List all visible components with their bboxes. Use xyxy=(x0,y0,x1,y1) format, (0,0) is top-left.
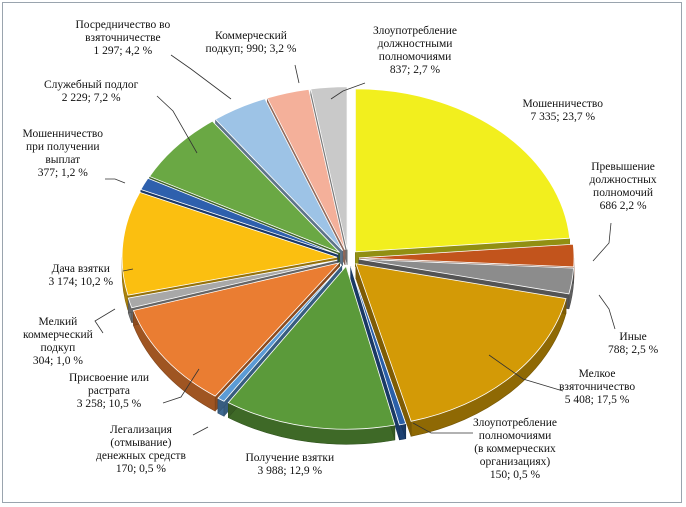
slice-label-12: Посредничество во взяточничестве 1 297; 4,… xyxy=(76,19,171,58)
leader-line-11 xyxy=(156,95,198,154)
slice-label-line: 150; 0,5 % xyxy=(489,468,541,481)
slice-label-line: Посредничество во xyxy=(75,18,171,31)
slice-label-line: (отмывание) xyxy=(110,437,172,449)
leader-line-4 xyxy=(412,422,473,434)
leader-line-12 xyxy=(170,54,232,100)
pie-slice-1 xyxy=(358,243,575,268)
slice-label-line: полномочиями xyxy=(478,429,552,442)
slice-label-line: Злоупотребление xyxy=(473,416,558,429)
pie-chart xyxy=(94,54,616,445)
slice-label-line: Коммерческий xyxy=(215,30,287,42)
slice-label-line: (в коммерческих xyxy=(474,442,556,455)
leader-line-13 xyxy=(294,64,300,84)
slice-label-line: полномочиями xyxy=(378,51,452,63)
leader-line-6 xyxy=(192,426,209,436)
slice-label-line: 5 408; 17,5 % xyxy=(564,393,630,406)
slice-label-line: коммерческий xyxy=(23,329,93,341)
slice-label-line: взяточничестве xyxy=(85,31,161,44)
slice-label-line: Присвоение или xyxy=(69,371,149,384)
slice-label-line: 170; 0,5 % xyxy=(115,463,167,475)
leader-line-1 xyxy=(592,222,612,262)
slice-label-line: 3 174; 10,2 % xyxy=(48,276,114,288)
slice-label-line: 2 229; 7,2 % xyxy=(61,92,121,104)
leader-line-9 xyxy=(122,268,134,272)
pie-slice-10 xyxy=(140,177,339,255)
slice-label-0: Мошенничество 7 335; 23,7 % xyxy=(523,98,604,124)
pie-slice-14 xyxy=(310,86,348,250)
leader-line-10 xyxy=(105,178,126,184)
pie-slice-5 xyxy=(227,265,396,430)
slice-label-line: 1 297; 4,2 % xyxy=(93,44,153,57)
slice-label-line: 686 2,2 % xyxy=(599,200,647,212)
slice-label-line: подкуп; 990; 3,2 % xyxy=(205,43,297,55)
chart-frame: Мошенничество 7 335; 23,7 % Превышение долж… xyxy=(2,2,682,503)
slice-label-line: Легализация xyxy=(110,424,172,436)
slice-label-8: Мелкий коммерческий подкуп 304; 1,0 % xyxy=(23,316,93,368)
slice-label-line: должностных xyxy=(589,174,657,186)
slice-label-3: Мелкое взяточничество 5 408; 17,5 % xyxy=(559,368,635,407)
slice-label-1: Превышение должностных полномочий 686 2,2 % xyxy=(590,161,657,213)
slice-label-line: подкуп xyxy=(40,342,76,354)
pie-slice-11 xyxy=(148,120,340,253)
slice-label-line: 7 335; 23,7 % xyxy=(530,111,596,123)
slice-label-line: 837; 2,7 % xyxy=(389,64,441,76)
slice-label-11: Служебный подлог 2 229; 7,2 % xyxy=(44,79,138,105)
pie-slice-4 xyxy=(350,265,407,426)
slice-label-line: растрата xyxy=(88,384,130,397)
leader-line-14 xyxy=(330,82,366,100)
slice-label-line: Дача взятки xyxy=(51,263,110,275)
leader-line-3 xyxy=(488,354,564,392)
slice-label-line: взяточничество xyxy=(559,380,636,393)
slice-label-line: денежных средств xyxy=(96,450,186,462)
pie-slice-9 xyxy=(121,191,338,296)
pie-slice-2 xyxy=(358,258,574,295)
pie-slice-0 xyxy=(355,88,571,253)
leader-line-8 xyxy=(94,308,116,334)
slice-label-line: 3 988; 12,9 % xyxy=(257,465,323,477)
slice-label-line: Мелкий xyxy=(38,316,78,328)
slice-label-13: Коммерческий подкуп; 990; 3,2 % xyxy=(206,30,297,56)
slice-label-line: должностными xyxy=(377,38,453,50)
pie-slice-7 xyxy=(132,262,341,397)
pie-slice-12 xyxy=(214,98,344,251)
slice-label-line: Получение взятки xyxy=(245,452,335,464)
slice-label-line: Превышение xyxy=(591,161,655,173)
slice-label-line: организациях) xyxy=(479,455,551,468)
slice-label-line: полномочий xyxy=(593,187,654,199)
slice-label-9: Дача взятки 3 174; 10,2 % xyxy=(49,263,114,289)
slice-label-line: при получении xyxy=(26,141,100,153)
slice-label-line: 377; 1,2 % xyxy=(37,167,88,179)
slice-label-6: Легализация (отмывание) денежных средств 17… xyxy=(96,424,186,476)
slice-label-2: Иные 788; 2,5 % xyxy=(608,331,658,357)
slice-label-line: Служебный подлог xyxy=(44,79,139,91)
slice-label-line: Мошенничество xyxy=(22,128,104,140)
slice-label-5: Получение взятки 3 988; 12,9 % xyxy=(246,452,335,478)
slice-label-line: 304; 1,0 % xyxy=(32,355,83,367)
leader-line-2 xyxy=(598,294,616,330)
leader-line-7 xyxy=(162,368,200,404)
slice-label-line: выплат xyxy=(45,154,81,166)
pie-slice-13 xyxy=(266,88,346,251)
slice-label-4: Злоупотребление полномочиями (в коммерческ… xyxy=(473,417,557,482)
pie-slice-6 xyxy=(217,264,343,402)
slice-label-line: 3 258; 10,5 % xyxy=(76,397,142,410)
slice-label-line: 788; 2,5 % xyxy=(608,344,659,356)
slice-label-line: Мелкое xyxy=(578,367,616,380)
pie-slice-8 xyxy=(127,259,338,309)
slice-label-10: Мошенничество при получении выплат 377; 1,2… xyxy=(23,128,104,180)
slice-label-14: Злоупотребление должностными полномочиями 8… xyxy=(373,25,457,77)
pie-slice-3 xyxy=(355,263,567,422)
slice-label-line: Иные xyxy=(619,331,647,343)
slice-label-7: Присвоение или растрата 3 258; 10,5 % xyxy=(69,372,149,411)
slice-label-line: Злоупотребление xyxy=(373,25,458,37)
slice-label-line: Мошенничество xyxy=(522,98,604,110)
